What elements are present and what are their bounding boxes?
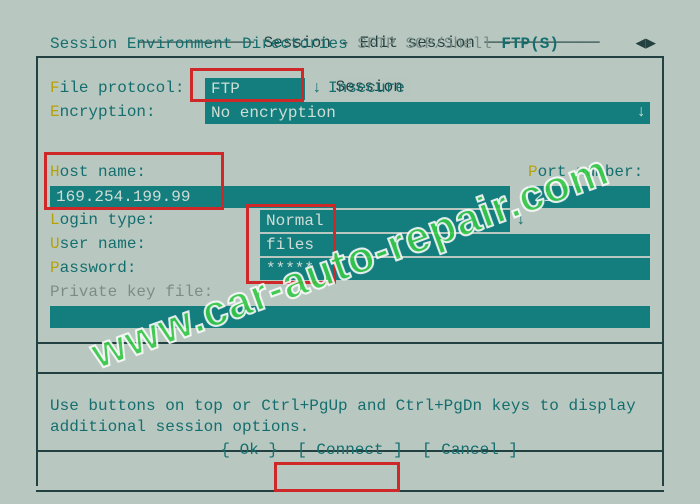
username-label: User name: bbox=[50, 234, 146, 255]
tab-sftp: SFTP bbox=[357, 35, 395, 53]
frame-mid2 bbox=[36, 372, 664, 374]
private-key-value-row bbox=[50, 306, 650, 328]
file-protocol-note: Insecure bbox=[328, 78, 405, 99]
encryption-row: Encryption: No encryption ↓ bbox=[50, 102, 650, 124]
password-input[interactable]: ***** bbox=[260, 258, 650, 280]
host-input[interactable]: 169.254.199.99 bbox=[50, 186, 510, 208]
tab-directories[interactable]: Directories bbox=[242, 35, 348, 53]
footer-buttons: { Ok } [ Connect ] [ Cancel ] bbox=[40, 420, 660, 482]
session-edit-window: ──────────── Session - Edit session ────… bbox=[40, 12, 660, 492]
tab-session[interactable]: Session bbox=[50, 35, 117, 53]
encryption-select[interactable]: No encryption bbox=[205, 102, 650, 124]
login-type-row: Login type: Normal ↓ bbox=[50, 210, 650, 232]
file-protocol-select[interactable]: FTP bbox=[205, 78, 305, 100]
login-type-label: Login type: bbox=[50, 210, 156, 231]
port-label: Port number: bbox=[528, 162, 643, 183]
file-protocol-label: File protocol: bbox=[50, 78, 184, 99]
frame-right bbox=[662, 56, 664, 486]
tab-environment[interactable]: Environment bbox=[127, 35, 233, 53]
cancel-button[interactable]: [ Cancel ] bbox=[422, 441, 518, 459]
private-key-row: Private key file: bbox=[50, 282, 650, 304]
host-label: Host name: bbox=[50, 162, 146, 183]
tab-arrow-left-icon[interactable]: ◀ bbox=[636, 35, 646, 54]
tab-ftps[interactable]: FTP(S) bbox=[501, 35, 559, 53]
chevron-down-icon[interactable]: ↓ bbox=[636, 102, 646, 123]
login-type-select[interactable]: Normal bbox=[260, 210, 510, 232]
tab-scpshell: SCP/Shell bbox=[405, 35, 491, 53]
tabs-bar: Session Environment Directories SFTP SCP… bbox=[50, 34, 650, 55]
private-key-input bbox=[50, 306, 650, 328]
connect-button[interactable]: [ Connect ] bbox=[297, 441, 403, 459]
password-label: Password: bbox=[50, 258, 136, 279]
username-row: User name: files bbox=[50, 234, 650, 256]
encryption-label: Encryption: bbox=[50, 102, 156, 123]
tab-arrow-right-icon[interactable]: ▶ bbox=[646, 35, 656, 54]
chevron-down-icon[interactable]: ↓ bbox=[516, 210, 526, 231]
username-input[interactable]: files bbox=[260, 234, 650, 256]
ok-button[interactable]: { Ok } bbox=[220, 441, 278, 459]
frame-left bbox=[36, 56, 38, 486]
private-key-label: Private key file: bbox=[50, 282, 213, 303]
password-row: Password: ***** bbox=[50, 258, 650, 280]
frame-mid1 bbox=[36, 342, 664, 344]
file-protocol-row: File protocol: FTP ↓ Insecure bbox=[50, 78, 650, 100]
port-input[interactable]: 21 bbox=[528, 186, 650, 208]
host-value-row: 169.254.199.99 21 bbox=[50, 186, 650, 208]
frame-bot bbox=[36, 490, 664, 492]
host-label-row: Host name: Port number: bbox=[50, 162, 650, 184]
chevron-down-icon[interactable]: ↓ bbox=[312, 78, 322, 99]
tab-arrows: ◀▶ bbox=[636, 34, 657, 56]
